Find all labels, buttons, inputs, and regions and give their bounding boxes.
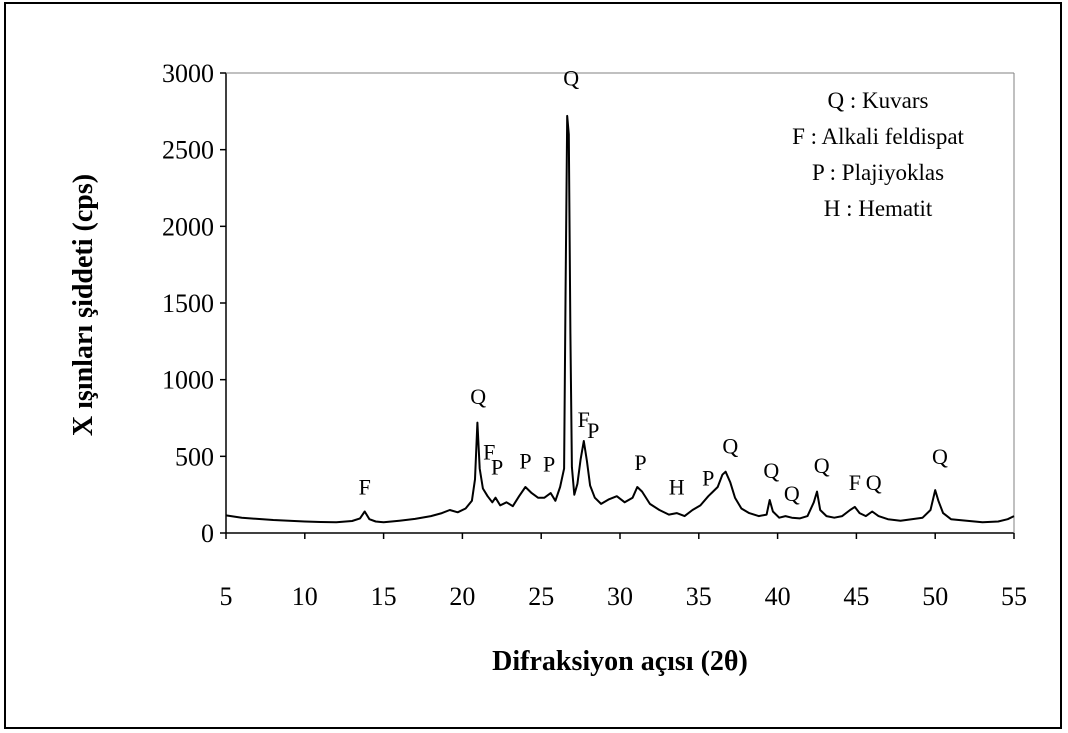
x-tick-label: 20: [449, 582, 475, 611]
peak-label: Q: [563, 65, 579, 90]
peak-label: P: [543, 452, 555, 477]
x-tick-label: 45: [843, 582, 869, 611]
peak-label: Q: [866, 470, 882, 495]
peak-label: Q: [932, 444, 948, 469]
x-tick-label: 30: [607, 582, 633, 611]
y-tick-label: 3000: [162, 59, 214, 88]
x-tick-label: 35: [686, 582, 712, 611]
y-tick-label: 500: [175, 442, 214, 471]
peak-label: Q: [814, 453, 830, 478]
x-tick-label: 5: [220, 582, 233, 611]
legend: Q : Kuvars F : Alkali feldispat P : Plajiy…: [792, 88, 964, 221]
peak-label: Q: [784, 481, 800, 506]
y-axis-title: X ışınları şiddeti (cps): [68, 174, 99, 436]
y-tick-label: 1500: [162, 289, 214, 318]
peak-label: P: [587, 418, 599, 443]
legend-entry: Q : Kuvars: [828, 88, 929, 113]
x-tick-label: 55: [1001, 582, 1027, 611]
diffraction-series-line: [225, 114, 1015, 524]
x-axis-title: Difraksiyon açısı (2θ): [492, 646, 748, 677]
peak-label: F: [483, 439, 495, 464]
x-tick-label: 25: [528, 582, 554, 611]
peak-label: F: [578, 407, 590, 432]
plot-area: 0 500 1000 1500 2000 2500 3000 5 10 15 20 25 30 35 40 4…: [162, 59, 1027, 611]
x-tick-label: 15: [371, 582, 397, 611]
y-tick-label: 2500: [162, 136, 214, 165]
peak-label: P: [702, 465, 714, 490]
legend-entry: P : Plajiyoklas: [812, 160, 944, 185]
peak-label: P: [491, 455, 503, 480]
x-tick-label: 50: [922, 582, 948, 611]
legend-entry: H : Hematit: [824, 196, 933, 221]
legend-entry: F : Alkali feldispat: [792, 124, 964, 149]
peak-label: Q: [722, 433, 738, 458]
peak-label: P: [519, 449, 531, 474]
y-tick-label: 1000: [162, 366, 214, 395]
x-tick-label: 40: [765, 582, 791, 611]
peak-label: F: [359, 475, 371, 500]
y-tick-label: 0: [201, 519, 214, 548]
y-tick-label: 2000: [162, 212, 214, 241]
peak-label: P: [634, 450, 646, 475]
x-tick-label: 10: [292, 582, 318, 611]
peak-label: Q: [470, 384, 486, 409]
peak-label: Q: [763, 458, 779, 483]
peak-label: H: [669, 475, 685, 500]
peak-label: F: [849, 470, 861, 495]
chart-frame: [4, 2, 1062, 729]
